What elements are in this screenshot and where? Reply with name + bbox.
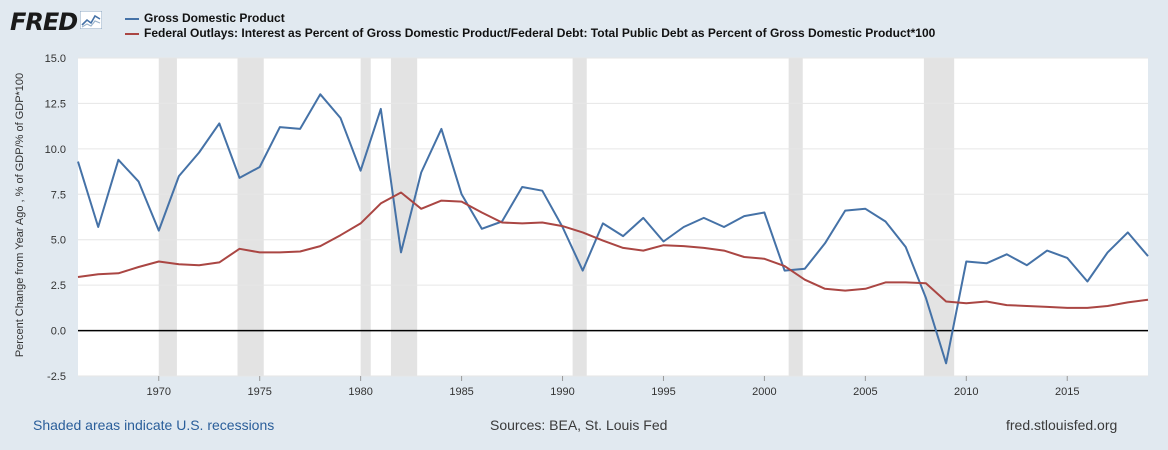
series-line-0 bbox=[77, 93, 1149, 365]
recession-band-6 bbox=[923, 58, 955, 376]
chart-legend: Gross Domestic Product Federal Outlays: … bbox=[125, 11, 935, 41]
x-tick-label: 1990 bbox=[550, 386, 574, 398]
x-tick-label: 1970 bbox=[147, 386, 171, 398]
y-tick-label: 12.5 bbox=[45, 98, 66, 110]
legend-item-gdp[interactable]: Gross Domestic Product bbox=[125, 11, 935, 26]
y-tick-label: 5.0 bbox=[51, 235, 66, 247]
series-line-1 bbox=[77, 191, 1149, 309]
x-tick-label: 2015 bbox=[1055, 386, 1079, 398]
x-tick-label: 1980 bbox=[348, 386, 372, 398]
logo-text: FRED bbox=[10, 8, 78, 36]
x-tick-label: 1985 bbox=[449, 386, 473, 398]
legend-item-interest[interactable]: Federal Outlays: Interest as Percent of … bbox=[125, 26, 935, 41]
y-tick-label: 7.5 bbox=[51, 189, 66, 201]
y-tick-label: 2.5 bbox=[51, 280, 66, 292]
x-tick-label: 2010 bbox=[954, 386, 978, 398]
legend-swatch-gdp bbox=[125, 17, 139, 20]
x-tick-label: 2005 bbox=[853, 386, 877, 398]
recession-band-1 bbox=[237, 58, 264, 376]
y-tick-label: 0.0 bbox=[51, 326, 66, 338]
legend-label-gdp: Gross Domestic Product bbox=[144, 11, 285, 25]
site-link[interactable]: fred.stlouisfed.org bbox=[1006, 417, 1118, 433]
x-tick-label: 1995 bbox=[651, 386, 675, 398]
recession-band-3 bbox=[390, 58, 418, 376]
x-tick-label: 1975 bbox=[247, 386, 271, 398]
recession-band-4 bbox=[572, 58, 587, 376]
y-tick-label: -2.5 bbox=[47, 371, 66, 383]
y-tick-label: 15.0 bbox=[45, 53, 66, 65]
recession-band-5 bbox=[788, 58, 803, 376]
sources-text: Sources: BEA, St. Louis Fed bbox=[490, 417, 668, 433]
y-axis-label: Percent Change from Year Ago , % of GDP/… bbox=[14, 72, 26, 358]
recession-band-0 bbox=[158, 58, 177, 376]
legend-label-interest: Federal Outlays: Interest as Percent of … bbox=[144, 26, 936, 40]
x-tick-label: 2000 bbox=[752, 386, 776, 398]
legend-swatch-interest bbox=[125, 32, 139, 35]
y-tick-label: 10.0 bbox=[45, 144, 66, 156]
recession-note: Shaded areas indicate U.S. recessions bbox=[33, 417, 275, 433]
